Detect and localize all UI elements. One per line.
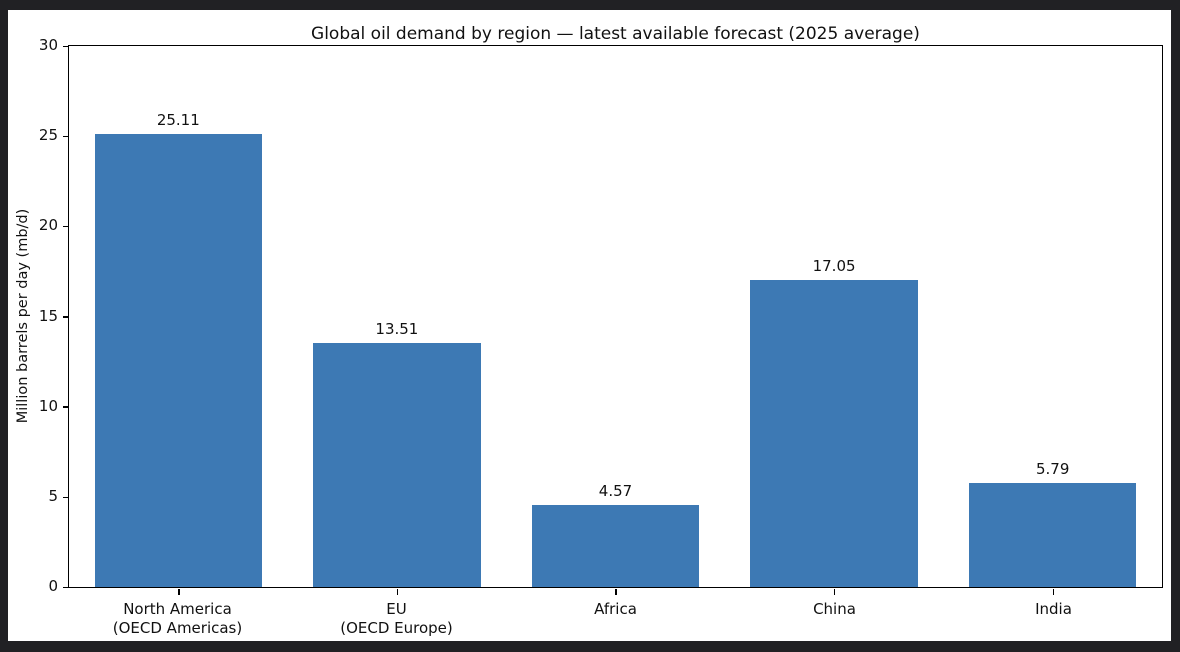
chart-figure: Global oil demand by region — latest ava… <box>8 10 1171 641</box>
bar-slot-china: 17.05 <box>725 46 944 595</box>
bar-slot-north-america: 25.11 <box>69 46 288 595</box>
y-tick-label: 15 <box>38 306 58 325</box>
bar-china <box>750 279 918 587</box>
bar-value-label: 4.57 <box>598 481 633 500</box>
y-tick-label: 20 <box>38 216 58 235</box>
bar-india <box>969 482 1137 587</box>
bar-slot-eu: 13.51 <box>288 46 507 595</box>
bar-eu <box>313 343 481 587</box>
y-tick-mark <box>63 406 69 408</box>
x-tick-mark <box>178 588 180 595</box>
x-tick-label-china: China <box>813 600 856 618</box>
bar-north-america <box>94 134 262 587</box>
y-tick-mark <box>63 45 69 47</box>
y-tick-mark <box>63 496 69 498</box>
bar-value-label: 25.11 <box>156 111 200 130</box>
x-tick-label-eu: EU (OECD Europe) <box>340 600 453 637</box>
x-tick-mark <box>615 588 617 595</box>
y-tick-label: 10 <box>38 396 58 415</box>
y-tick-mark <box>63 135 69 138</box>
bar-value-label: 13.51 <box>375 320 419 339</box>
plot-area: 25.11 13.51 4.57 17.05 5.79 0 5 10 15 20 25 30 <box>39 38 1163 595</box>
y-tick-label: 25 <box>38 126 58 145</box>
bar-africa <box>531 504 700 587</box>
x-tick-label-africa: Africa <box>594 600 637 618</box>
bar-value-label: 17.05 <box>812 256 856 275</box>
y-tick-mark <box>63 316 69 318</box>
y-axis-label: Million barrels per day (mb/d) <box>15 208 31 424</box>
y-tick-label: 5 <box>48 486 58 505</box>
x-tick-mark <box>834 588 836 595</box>
chart-title: Global oil demand by region — latest ava… <box>311 24 920 44</box>
y-tick-label: 30 <box>38 36 58 54</box>
x-tick-mark <box>1052 588 1054 595</box>
bar-slot-africa: 4.57 <box>506 46 725 595</box>
y-tick-label: 0 <box>48 577 58 595</box>
x-tick-label-india: India <box>1035 600 1072 618</box>
bar-slot-india: 5.79 <box>943 46 1162 595</box>
x-tick-label-north-america: North America (OECD Americas) <box>112 600 243 637</box>
x-tick-mark <box>396 588 399 595</box>
x-axis-labels: North America (OECD Americas) EU (OECD Eu… <box>68 600 1163 638</box>
bars-container: 25.11 13.51 4.57 17.05 5.79 <box>69 46 1162 595</box>
bar-value-label: 5.79 <box>1035 459 1070 478</box>
y-tick-mark <box>63 586 69 588</box>
y-tick-mark <box>63 226 69 228</box>
